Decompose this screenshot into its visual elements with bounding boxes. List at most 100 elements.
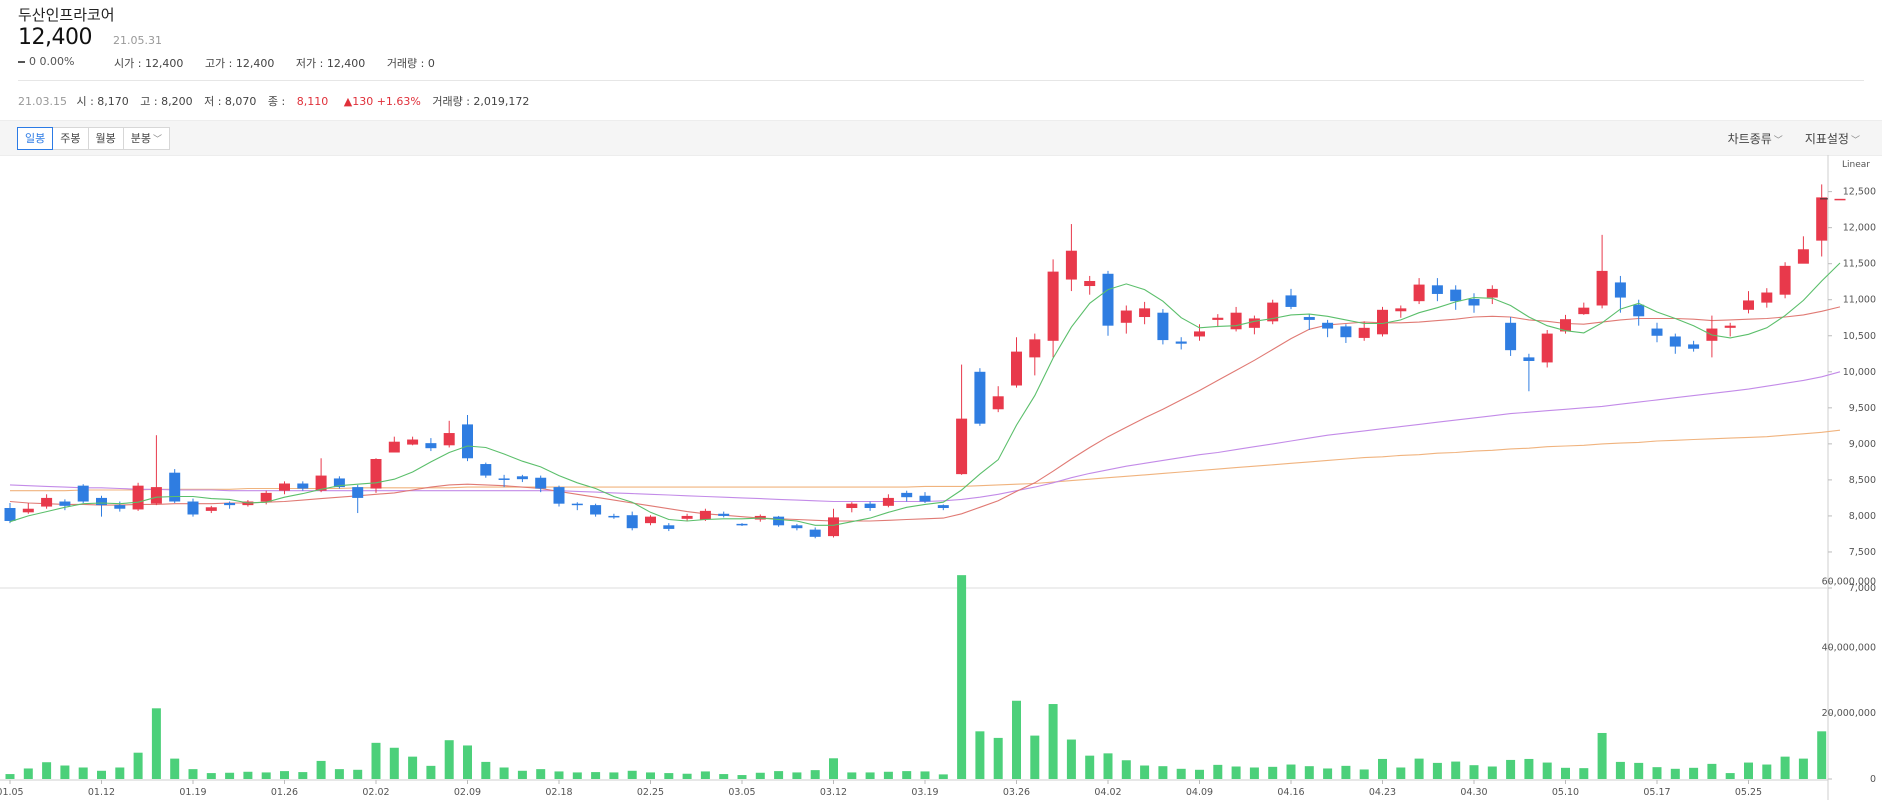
volume-bar bbox=[499, 767, 509, 779]
volume-bar bbox=[225, 772, 235, 779]
candle-body bbox=[608, 515, 620, 518]
price-tick-label: 12,500 bbox=[1843, 187, 1876, 198]
volume-bar bbox=[1725, 773, 1735, 779]
stock-name: 두산인프라코어 bbox=[18, 6, 115, 24]
chart-type-dropdown[interactable]: 차트종류 ﹀ bbox=[1728, 130, 1783, 147]
volume-bar bbox=[1561, 767, 1570, 779]
chart-canvas[interactable]: Linear 7,000 7,500 8,000 8,500 9,000 9,500 10,0… bbox=[0, 155, 1882, 800]
candle-body bbox=[516, 476, 528, 480]
volume-bar bbox=[481, 761, 491, 779]
price-tick-label: 11,500 bbox=[1843, 259, 1876, 270]
tab-minute[interactable]: 분봉 ﹀ bbox=[122, 127, 171, 150]
candle-body bbox=[96, 497, 107, 506]
chart-options: 차트종류 ﹀ 지표설정 ﹀ bbox=[1728, 130, 1860, 147]
candle-body bbox=[224, 502, 236, 506]
volume-bar bbox=[1707, 763, 1717, 779]
candle-body bbox=[1560, 319, 1571, 332]
x-tick-label: 04.30 bbox=[1460, 787, 1487, 798]
volume-bar bbox=[261, 772, 271, 779]
indicator-settings-dropdown[interactable]: 지표설정 ﹀ bbox=[1805, 130, 1860, 147]
hover-close-label: 종 : bbox=[267, 95, 289, 108]
tab-daily[interactable]: 일봉 bbox=[17, 127, 54, 150]
x-tick-label: 05.17 bbox=[1643, 787, 1670, 798]
volume-bar bbox=[389, 747, 399, 779]
chart-type-label: 차트종류 bbox=[1727, 132, 1772, 146]
x-tick-label: 01.05 bbox=[0, 787, 24, 798]
candle-body bbox=[1303, 317, 1315, 320]
scale-label: Linear bbox=[1842, 160, 1870, 170]
hover-low: 저 : 8,070 bbox=[204, 95, 257, 108]
tab-weekly[interactable]: 주봉 bbox=[52, 127, 89, 150]
candle-body bbox=[828, 517, 839, 537]
candle-body bbox=[919, 495, 931, 502]
candle-body bbox=[1541, 333, 1553, 363]
candle-body bbox=[41, 497, 53, 507]
volume-bar bbox=[920, 771, 930, 779]
candle-body bbox=[370, 458, 382, 489]
candle-body bbox=[1047, 271, 1059, 341]
ma120-line bbox=[10, 429, 1841, 492]
volume-bar bbox=[371, 742, 381, 779]
volume-bar bbox=[1798, 758, 1808, 779]
volume-bar bbox=[1506, 759, 1516, 779]
volume-bar bbox=[1414, 758, 1424, 779]
price-tick-label: 7,500 bbox=[1849, 547, 1876, 558]
price-tick-label: 12,000 bbox=[1843, 223, 1876, 234]
divider bbox=[18, 80, 1864, 81]
candle-body bbox=[1578, 307, 1590, 315]
candle-body bbox=[1267, 302, 1279, 322]
volume-bar bbox=[719, 774, 729, 779]
volume-bar bbox=[993, 737, 1003, 779]
x-tick-label: 02.18 bbox=[545, 787, 572, 798]
volume-bar bbox=[280, 771, 289, 779]
x-tick-label: 03.26 bbox=[1003, 787, 1030, 798]
candle-body bbox=[1431, 285, 1443, 294]
candle-body bbox=[1486, 288, 1498, 298]
price-change: 0 0.00% bbox=[18, 55, 74, 68]
candle-body bbox=[553, 487, 565, 504]
candle-body bbox=[699, 510, 711, 520]
volume-bar bbox=[97, 770, 106, 779]
candle-body bbox=[1395, 308, 1407, 312]
volume-bar bbox=[1524, 758, 1534, 779]
quote-open: 시가 : 12,400 bbox=[114, 57, 184, 70]
volume-bar bbox=[1030, 735, 1040, 779]
x-tick-label: 01.12 bbox=[88, 787, 115, 798]
candle-body bbox=[956, 418, 968, 475]
volume-bar bbox=[151, 708, 161, 779]
tab-monthly[interactable]: 월봉 bbox=[87, 127, 124, 150]
volume-bar bbox=[1359, 769, 1369, 779]
volume-bar bbox=[1158, 766, 1168, 779]
hover-open: 시 : 8,170 bbox=[76, 95, 129, 108]
volume-bar bbox=[1195, 769, 1204, 779]
volume-bar bbox=[298, 772, 308, 779]
price-tick-label: 9,000 bbox=[1849, 439, 1876, 450]
volume-bar bbox=[975, 731, 985, 779]
price-tick-label: 7,000 bbox=[1849, 583, 1876, 594]
volume-bar bbox=[1744, 762, 1753, 779]
candle-body bbox=[1633, 304, 1645, 317]
candle-body bbox=[809, 529, 821, 537]
chart-toolbar: 일봉 주봉 월봉 분봉 ﹀ 차트종류 ﹀ 지표설정 ﹀ bbox=[0, 120, 1882, 156]
volume-bar bbox=[1012, 700, 1021, 779]
candle-body bbox=[1065, 250, 1077, 280]
volume-bar bbox=[1634, 762, 1644, 779]
candle-body bbox=[1212, 317, 1224, 320]
candle-body bbox=[1139, 308, 1151, 318]
price-date: 21.05.31 bbox=[113, 34, 162, 47]
candle-body bbox=[1120, 310, 1132, 323]
volume-bar bbox=[755, 772, 765, 779]
candle-body bbox=[407, 439, 419, 445]
candle-body bbox=[22, 508, 34, 513]
volume-bar bbox=[1378, 758, 1387, 779]
hover-info: 21.03.15 시 : 8,170 고 : 8,200 저 : 8,070 종… bbox=[18, 93, 537, 109]
volume-bar bbox=[1231, 766, 1241, 779]
candle-body bbox=[882, 497, 894, 506]
volume-bar bbox=[334, 769, 344, 779]
price-tick-label: 10,000 bbox=[1843, 367, 1876, 378]
quote-high: 고가 : 12,400 bbox=[204, 57, 275, 70]
candle-body bbox=[1505, 322, 1517, 351]
candle-body bbox=[1651, 328, 1663, 336]
stock-chart[interactable]: Linear 7,000 7,500 8,000 8,500 9,000 9,500 10,0… bbox=[0, 155, 1882, 804]
candle-body bbox=[663, 525, 675, 529]
